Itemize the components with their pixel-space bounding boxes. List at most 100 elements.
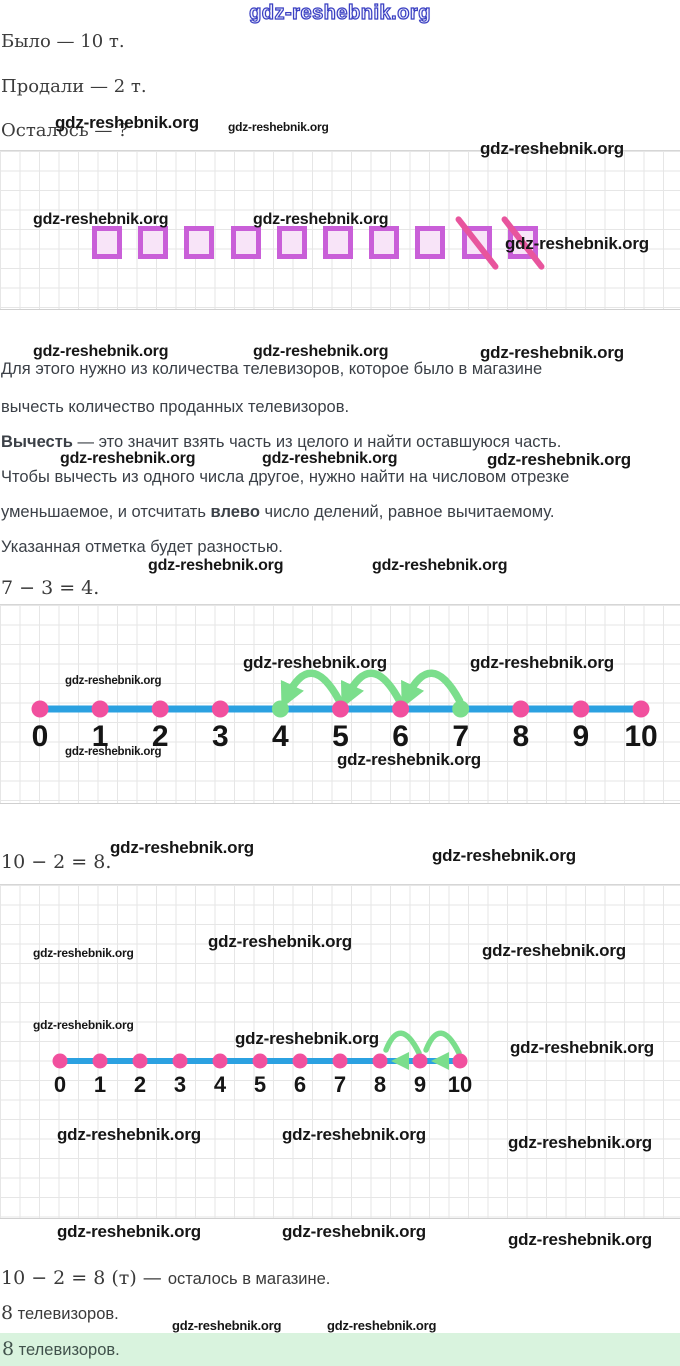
- tick-dot: [252, 1053, 268, 1069]
- watermark: gdz-reshebnik.org: [60, 450, 196, 467]
- paragraph-line-1: Для этого нужно из количества телевизоро…: [1, 360, 543, 378]
- watermark: gdz-reshebnik.org: [482, 941, 626, 960]
- watermark: gdz-reshebnik.org: [372, 557, 508, 574]
- watermark: gdz-reshebnik.org: [33, 211, 169, 228]
- watermark: gdz-reshebnik.org: [65, 675, 162, 687]
- tick-label: 2: [134, 1072, 146, 1097]
- watermark: gdz-reshebnik.org: [282, 1222, 426, 1241]
- hop-arc: [340, 669, 404, 709]
- watermark: gdz-reshebnik.org: [57, 1222, 201, 1241]
- tv-square: [184, 226, 215, 259]
- tick-label: 3: [174, 1072, 186, 1097]
- watermark: gdz-reshebnik.org: [148, 557, 284, 574]
- answer-line: 8 телевизоров.: [1, 1302, 119, 1325]
- watermark: gdz-reshebnik.org: [262, 450, 398, 467]
- tick-dot: [452, 700, 470, 718]
- equation-final-math: 10 − 2 = 8 (т) —: [1, 1267, 168, 1289]
- tick-dot: [632, 700, 650, 718]
- term-subtract-bold: Вычесть: [1, 433, 73, 451]
- watermark: gdz-reshebnik.org: [253, 343, 389, 360]
- tick-dot: [412, 1053, 428, 1069]
- tick-label: 6: [294, 1072, 306, 1097]
- tick-label: 10: [624, 720, 657, 753]
- number-line-first: 0 1 2 3 4 5 6 7 8 9 10: [31, 669, 658, 753]
- equation-example-2: 10 − 2 = 8.: [1, 851, 112, 873]
- hop-arc: [383, 1030, 422, 1056]
- left-arrow-icon: [391, 1052, 409, 1070]
- paragraph-line-3-rest: — это значит взять часть из целого и най…: [72, 433, 562, 451]
- tick-label: 4: [214, 1072, 227, 1097]
- paragraph-line-6: Указанная отметка будет разностью.: [1, 538, 283, 556]
- statement-sold: Продали — 2 т.: [1, 76, 147, 97]
- paragraph-line-5: уменьшаемое, и отсчитать влево число дел…: [1, 503, 554, 522]
- tick-label: 8: [374, 1072, 386, 1097]
- tv-square: [323, 226, 353, 259]
- tick-label: 7: [334, 1072, 346, 1097]
- hop-arc: [280, 669, 344, 709]
- tick-dot: [292, 1053, 308, 1069]
- answer-highlight-bar: 8 телевизоров.: [0, 1333, 680, 1366]
- paragraph-line-5-pre: уменьшаемое, и отсчитать: [1, 503, 211, 521]
- tv-square-crossed: [500, 214, 546, 271]
- hop-arc: [401, 669, 464, 709]
- watermark: gdz-reshebnik.org: [110, 838, 254, 857]
- tick-dot: [392, 700, 410, 718]
- watermark: gdz-reshebnik.org: [508, 1133, 652, 1152]
- tick-label: 9: [414, 1072, 426, 1097]
- tv-square-crossed: [453, 214, 500, 271]
- grid-paper-band-3: [0, 884, 680, 1219]
- paragraph-line-2: вычесть количество проданных телевизоров…: [1, 398, 350, 416]
- watermark: gdz-reshebnik.org: [243, 653, 387, 672]
- tick-label: 0: [32, 720, 49, 753]
- watermark: gdz-reshebnik.org: [208, 932, 352, 951]
- watermark: gdz-reshebnik.org: [487, 450, 631, 469]
- tick-label: 5: [332, 720, 349, 753]
- answer-highlight-rest: телевизоров.: [14, 1341, 120, 1359]
- watermark: gdz-reshebnik.org: [480, 343, 624, 362]
- answer-line-text: телевизоров.: [13, 1305, 119, 1323]
- watermark: gdz-reshebnik.org: [33, 1018, 134, 1032]
- watermark: gdz-reshebnik.org: [235, 1029, 379, 1048]
- tv-square: [415, 226, 446, 259]
- tick-dot: [211, 700, 229, 718]
- tick-label: 0: [54, 1072, 66, 1097]
- term-left-bold: влево: [210, 503, 260, 521]
- statement-was: Было — 10 т.: [1, 31, 125, 52]
- watermark: gdz-reshebnik.org: [432, 846, 576, 865]
- tick-label: 1: [92, 720, 109, 753]
- watermark: gdz-reshebnik.org: [228, 120, 329, 134]
- tick-dot: [172, 1053, 188, 1069]
- tick-label: 8: [512, 720, 529, 753]
- tv-square: [138, 226, 169, 259]
- tick-dot: [151, 700, 169, 718]
- site-watermark-title: gdz-reshebnik.org: [248, 1, 431, 24]
- tick-dot: [452, 1053, 468, 1069]
- statement-left: Осталось — ?: [1, 120, 128, 141]
- watermark: gdz-reshebnik.org: [65, 746, 162, 758]
- tick-dot: [332, 700, 349, 718]
- tv-square: [230, 226, 261, 259]
- watermark: gdz-reshebnik.org: [33, 946, 134, 960]
- tick-label: 7: [452, 720, 469, 753]
- tick-dot: [31, 700, 49, 718]
- watermark: gdz-reshebnik.org: [508, 1230, 652, 1249]
- tick-label: 1: [94, 1072, 106, 1097]
- tick-dot: [132, 1053, 148, 1069]
- tick-label: 10: [448, 1072, 472, 1097]
- tv-square: [369, 226, 400, 259]
- equation-example-1: 7 − 3 = 4.: [1, 577, 100, 599]
- paragraph-line-4: Чтобы вычесть из одного числа другое, ну…: [1, 468, 570, 486]
- tick-label: 4: [272, 720, 289, 753]
- answer-line-number: 8: [1, 1302, 14, 1324]
- hop-arc: [423, 1030, 462, 1056]
- number-line-second: 0 1 2 3 4 5 6 7 8 9 10: [52, 1030, 472, 1097]
- equation-final: 10 − 2 = 8 (т) — осталось в магазине.: [1, 1267, 330, 1290]
- tick-dot: [271, 700, 289, 718]
- tick-dot: [212, 1053, 228, 1069]
- paragraph-line-5-rest: число делений, равное вычитаемому.: [259, 503, 555, 521]
- tick-dot: [52, 1053, 68, 1069]
- watermark: gdz-reshebnik.org: [253, 211, 389, 228]
- watermark: gdz-reshebnik.org: [505, 234, 649, 253]
- watermark: gdz-reshebnik.org: [470, 653, 614, 672]
